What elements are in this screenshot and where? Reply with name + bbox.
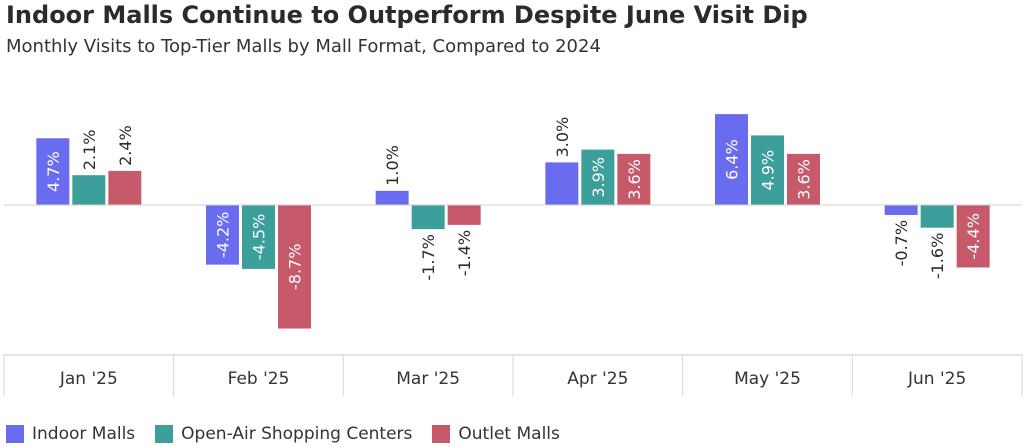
chart-title: Indoor Malls Continue to Outperform Desp… [6, 1, 808, 29]
legend-label-indoor-malls: Indoor Malls [32, 424, 136, 444]
legend-swatch-open-air [155, 425, 174, 443]
legend: Indoor Malls Open-Air Shopping Centers O… [6, 424, 580, 444]
bar-indoor-malls-jun-25 [884, 205, 918, 215]
x-tick-label: Apr '25 [567, 369, 628, 389]
bar-open-air-shopping-centers-mar-25 [411, 205, 445, 230]
legend-label-outlet-malls: Outlet Malls [458, 424, 560, 444]
data-label-open-air-shopping-centers-feb-25: -4.5% [250, 214, 269, 260]
x-tick-label: Jun '25 [907, 369, 966, 389]
data-label-open-air-shopping-centers-apr-25: 3.9% [589, 157, 608, 198]
chart-plot: 4.7% 2.1% 2.4% -4.2% -4.5% -8.7% 1.0% -1.7% -1.4… [3, 114, 1023, 396]
bar-outlet-malls-jan-25 [108, 170, 142, 205]
bar-outlet-malls-feb-25 [278, 205, 311, 329]
x-tick-label: Feb '25 [228, 369, 290, 389]
bar-open-air-shopping-centers-jan-25 [72, 175, 106, 205]
bar-open-air-shopping-centers-jun-25 [920, 205, 954, 228]
data-label-indoor-malls-jun-25: -0.7% [892, 220, 911, 266]
bar-outlet-malls-mar-25 [447, 205, 481, 225]
x-tick-label: Mar '25 [396, 369, 460, 389]
data-label-indoor-malls-mar-25: 1.0% [383, 145, 402, 186]
bar-open-air-shopping-centers-feb-25 [242, 205, 275, 269]
bar-outlet-malls-may-25 [787, 153, 820, 205]
bar-indoor-malls-jan-25 [36, 138, 70, 205]
legend-item-outlet-malls: Outlet Malls [432, 424, 560, 444]
data-label-indoor-malls-jan-25: 4.7% [44, 151, 63, 192]
legend-label-open-air: Open-Air Shopping Centers [181, 424, 413, 444]
bar-indoor-malls-apr-25 [545, 162, 579, 205]
data-label-outlet-malls-jun-25: -4.4% [964, 213, 983, 259]
data-label-outlet-malls-jan-25: 2.4% [116, 125, 135, 166]
bar-indoor-malls-mar-25 [375, 190, 409, 205]
x-tick-label: Jan '25 [59, 369, 118, 389]
legend-item-open-air: Open-Air Shopping Centers [155, 424, 412, 444]
legend-item-indoor-malls: Indoor Malls [6, 424, 135, 444]
data-label-open-air-shopping-centers-jan-25: 2.1% [80, 130, 99, 171]
bar-outlet-malls-jun-25 [956, 205, 990, 268]
data-label-outlet-malls-mar-25: -1.4% [455, 230, 474, 276]
chart-subtitle: Monthly Visits to Top-Tier Malls by Mall… [6, 36, 601, 57]
data-label-open-air-shopping-centers-may-25: 4.9% [759, 150, 778, 191]
data-label-open-air-shopping-centers-mar-25: -1.7% [419, 234, 438, 280]
data-label-open-air-shopping-centers-jun-25: -1.6% [928, 233, 947, 279]
data-label-outlet-malls-feb-25: -8.7% [286, 244, 305, 290]
bar-open-air-shopping-centers-apr-25 [581, 149, 615, 205]
legend-swatch-outlet-malls [432, 425, 451, 443]
bar-open-air-shopping-centers-may-25 [751, 135, 784, 205]
bar-outlet-malls-apr-25 [617, 153, 651, 205]
data-label-outlet-malls-apr-25: 3.6% [625, 159, 644, 200]
bar-indoor-malls-feb-25 [206, 205, 239, 265]
data-label-indoor-malls-may-25: 6.4% [723, 139, 742, 180]
data-label-outlet-malls-may-25: 3.6% [795, 159, 814, 200]
data-label-indoor-malls-apr-25: 3.0% [553, 117, 572, 158]
x-tick-label: May '25 [734, 369, 801, 389]
data-label-indoor-malls-feb-25: -4.2% [214, 212, 233, 258]
bar-indoor-malls-may-25 [715, 114, 748, 205]
legend-swatch-indoor-malls [6, 425, 24, 443]
